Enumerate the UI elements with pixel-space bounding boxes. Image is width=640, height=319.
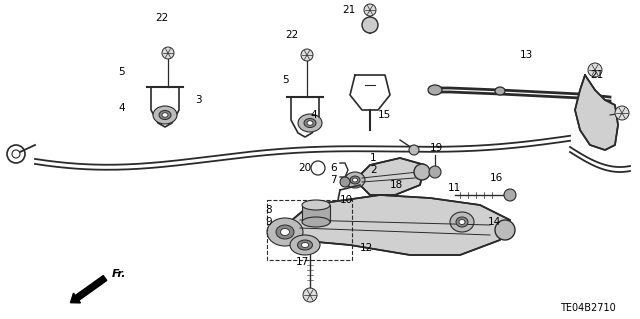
Circle shape <box>409 145 419 155</box>
Polygon shape <box>355 158 425 195</box>
Polygon shape <box>575 75 618 150</box>
Circle shape <box>364 4 376 16</box>
Text: 14: 14 <box>488 217 501 227</box>
Text: 17: 17 <box>296 257 309 267</box>
Text: 22: 22 <box>285 30 298 40</box>
Polygon shape <box>280 195 510 255</box>
Circle shape <box>588 63 602 77</box>
Ellipse shape <box>350 176 360 184</box>
Ellipse shape <box>353 178 358 182</box>
FancyArrow shape <box>70 276 107 303</box>
Ellipse shape <box>456 217 468 227</box>
Text: 16: 16 <box>490 173 503 183</box>
Text: 7: 7 <box>330 175 337 185</box>
Text: 6: 6 <box>330 163 337 173</box>
Ellipse shape <box>302 217 330 227</box>
Circle shape <box>162 47 174 59</box>
Circle shape <box>495 220 515 240</box>
Ellipse shape <box>345 172 365 188</box>
Circle shape <box>414 164 430 180</box>
Ellipse shape <box>162 113 168 117</box>
Text: 5: 5 <box>118 67 125 77</box>
Ellipse shape <box>298 114 322 132</box>
Text: 10: 10 <box>340 195 353 205</box>
Text: 22: 22 <box>155 13 168 23</box>
Circle shape <box>303 288 317 302</box>
Text: 21: 21 <box>590 70 604 80</box>
Text: 3: 3 <box>195 95 202 105</box>
Text: 2: 2 <box>370 165 376 175</box>
Ellipse shape <box>459 219 465 225</box>
Text: 19: 19 <box>430 143 444 153</box>
Ellipse shape <box>267 218 303 246</box>
Circle shape <box>615 106 629 120</box>
Ellipse shape <box>159 110 171 120</box>
Ellipse shape <box>298 240 312 250</box>
Bar <box>267 200 352 260</box>
Text: 20: 20 <box>298 163 311 173</box>
Ellipse shape <box>276 225 294 239</box>
Text: 11: 11 <box>448 183 461 193</box>
Text: 8: 8 <box>265 205 271 215</box>
Text: 15: 15 <box>378 110 391 120</box>
Ellipse shape <box>290 235 320 255</box>
Text: 12: 12 <box>360 243 373 253</box>
Ellipse shape <box>428 85 442 95</box>
Text: 21: 21 <box>342 5 355 15</box>
Ellipse shape <box>153 106 177 124</box>
Text: Fr.: Fr. <box>112 269 127 279</box>
Circle shape <box>362 17 378 33</box>
Polygon shape <box>302 205 330 222</box>
Circle shape <box>301 49 313 61</box>
Ellipse shape <box>307 121 313 125</box>
Circle shape <box>504 189 516 201</box>
Text: 4: 4 <box>310 110 317 120</box>
Ellipse shape <box>304 118 316 128</box>
Ellipse shape <box>301 242 308 248</box>
Text: 1: 1 <box>370 153 376 163</box>
Text: TE04B2710: TE04B2710 <box>560 303 616 313</box>
Text: 4: 4 <box>118 103 125 113</box>
Text: 13: 13 <box>520 50 533 60</box>
Text: 5: 5 <box>282 75 289 85</box>
Text: 18: 18 <box>390 180 403 190</box>
Circle shape <box>429 166 441 178</box>
Ellipse shape <box>302 200 330 210</box>
Ellipse shape <box>495 87 505 95</box>
Circle shape <box>340 177 350 187</box>
Ellipse shape <box>280 228 289 235</box>
Text: 9: 9 <box>265 217 271 227</box>
Ellipse shape <box>450 212 474 232</box>
